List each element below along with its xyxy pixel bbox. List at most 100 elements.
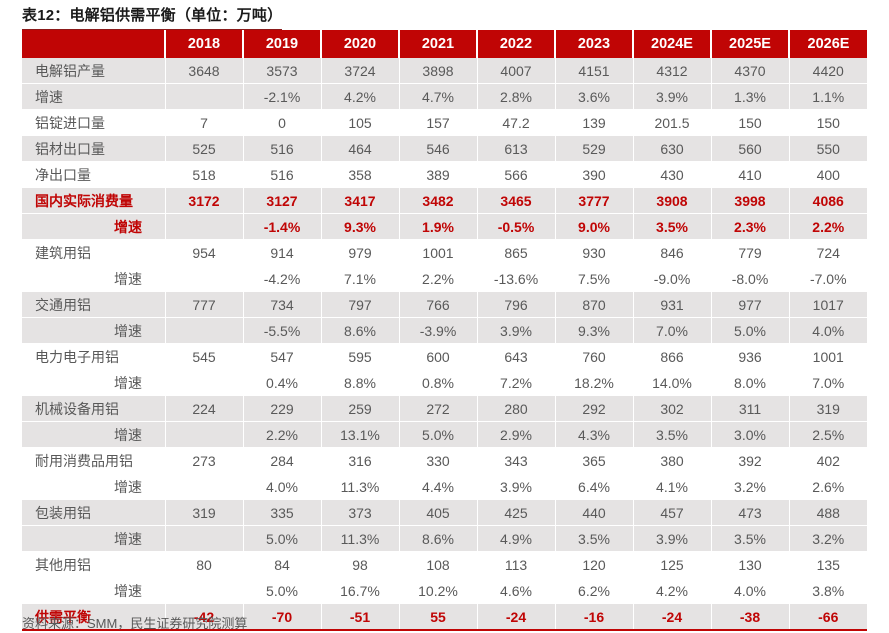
value-cell bbox=[165, 83, 244, 110]
row-label: 增速 bbox=[22, 369, 166, 396]
value-cell: 5.0% bbox=[243, 577, 322, 604]
value-cell: 280 bbox=[477, 395, 556, 422]
value-cell: 84 bbox=[243, 551, 322, 578]
value-cell: -16 bbox=[555, 603, 634, 631]
table-row: 铝锭进口量 7 0 105 157 47.2 139 201.5 150 150 bbox=[22, 109, 867, 136]
value-cell: 319 bbox=[789, 395, 867, 422]
value-cell: 3908 bbox=[633, 187, 712, 214]
value-cell: -8.0% bbox=[711, 265, 790, 292]
value-cell: 846 bbox=[633, 239, 712, 266]
value-cell: 6.4% bbox=[555, 473, 634, 500]
value-cell: 108 bbox=[399, 551, 478, 578]
value-cell: 954 bbox=[165, 239, 244, 266]
value-cell: 734 bbox=[243, 291, 322, 318]
value-cell: 130 bbox=[711, 551, 790, 578]
row-label: 机械设备用铝 bbox=[22, 395, 166, 422]
value-cell: 3.2% bbox=[789, 525, 867, 552]
table-row: 机械设备用铝 224 229 259 272 280 292 302 311 319 bbox=[22, 395, 867, 422]
value-cell: 392 bbox=[711, 447, 790, 474]
table-title: 表12：电解铝供需平衡（单位：万吨） bbox=[22, 4, 283, 31]
value-cell: 201.5 bbox=[633, 109, 712, 136]
table-row-highlight: 国内实际消费量 3172 3127 3417 3482 3465 3777 3908 3998 4… bbox=[22, 187, 867, 214]
value-cell: 797 bbox=[321, 291, 400, 318]
value-cell: 7.5% bbox=[555, 265, 634, 292]
value-cell: 0.8% bbox=[399, 369, 478, 396]
value-cell: 7.2% bbox=[477, 369, 556, 396]
value-cell: -5.5% bbox=[243, 317, 322, 344]
value-cell: -70 bbox=[243, 603, 322, 631]
row-label: 铝锭进口量 bbox=[22, 109, 166, 136]
value-cell: 380 bbox=[633, 447, 712, 474]
value-cell bbox=[165, 473, 244, 500]
value-cell: 760 bbox=[555, 343, 634, 370]
value-cell: 3.9% bbox=[633, 83, 712, 110]
year-column-header: 2018 bbox=[165, 30, 244, 58]
value-cell: 55 bbox=[399, 603, 478, 631]
value-cell: -7.0% bbox=[789, 265, 867, 292]
value-cell bbox=[165, 265, 244, 292]
value-cell: 979 bbox=[321, 239, 400, 266]
table-row: 增速 4.0% 11.3% 4.4% 3.9% 6.4% 4.1% 3.2% 2.6% bbox=[22, 473, 867, 500]
value-cell: 405 bbox=[399, 499, 478, 526]
value-cell: 7 bbox=[165, 109, 244, 136]
value-cell: 3.9% bbox=[633, 525, 712, 552]
value-cell: 6.2% bbox=[555, 577, 634, 604]
value-cell: 1001 bbox=[399, 239, 478, 266]
value-cell: 335 bbox=[243, 499, 322, 526]
row-label: 铝材出口量 bbox=[22, 135, 166, 162]
value-cell: 3.6% bbox=[555, 83, 634, 110]
table-body: 电解铝产量 3648 3573 3724 3898 4007 4151 4312 4370 442… bbox=[22, 58, 867, 631]
value-cell: 1001 bbox=[789, 343, 867, 370]
value-cell: 330 bbox=[399, 447, 478, 474]
value-cell: 7.0% bbox=[789, 369, 867, 396]
value-cell: 2.6% bbox=[789, 473, 867, 500]
value-cell: 4.0% bbox=[711, 577, 790, 604]
value-cell: 566 bbox=[477, 161, 556, 188]
value-cell: 4.4% bbox=[399, 473, 478, 500]
year-column-header: 2022 bbox=[477, 30, 556, 58]
value-cell: 1.9% bbox=[399, 213, 478, 240]
value-cell: 389 bbox=[399, 161, 478, 188]
value-cell: 139 bbox=[555, 109, 634, 136]
value-cell: 3417 bbox=[321, 187, 400, 214]
value-cell: 10.2% bbox=[399, 577, 478, 604]
value-cell: 3573 bbox=[243, 58, 322, 84]
value-cell: -42 bbox=[165, 603, 244, 631]
row-label: 供需平衡 bbox=[22, 603, 166, 631]
value-cell bbox=[165, 525, 244, 552]
value-cell: 4.9% bbox=[477, 525, 556, 552]
value-cell: 8.8% bbox=[321, 369, 400, 396]
value-cell: 473 bbox=[711, 499, 790, 526]
value-cell: 457 bbox=[633, 499, 712, 526]
value-cell: 157 bbox=[399, 109, 478, 136]
value-cell: 3648 bbox=[165, 58, 244, 84]
year-column-header: 2021 bbox=[399, 30, 478, 58]
table-row: 电力电子用铝 545 547 595 600 643 760 866 936 1001 bbox=[22, 343, 867, 370]
value-cell: 373 bbox=[321, 499, 400, 526]
value-cell: 150 bbox=[789, 109, 867, 136]
row-label: 增速 bbox=[22, 265, 166, 292]
value-cell: 777 bbox=[165, 291, 244, 318]
value-cell bbox=[165, 369, 244, 396]
value-cell: 430 bbox=[633, 161, 712, 188]
value-cell: 516 bbox=[243, 135, 322, 162]
value-cell: 2.2% bbox=[399, 265, 478, 292]
value-cell: 8.0% bbox=[711, 369, 790, 396]
value-cell: 3.8% bbox=[789, 577, 867, 604]
value-cell: 135 bbox=[789, 551, 867, 578]
value-cell: 5.0% bbox=[711, 317, 790, 344]
value-cell: 3.5% bbox=[633, 421, 712, 448]
value-cell: 4.1% bbox=[633, 473, 712, 500]
value-cell bbox=[165, 577, 244, 604]
corner-cell bbox=[22, 30, 166, 58]
source-note: 资料来源：SMM，民生证券研究院测算 bbox=[22, 616, 248, 631]
value-cell: 4370 bbox=[711, 58, 790, 84]
value-cell: 4.2% bbox=[321, 83, 400, 110]
value-cell: 14.0% bbox=[633, 369, 712, 396]
value-cell: 1.1% bbox=[789, 83, 867, 110]
row-label: 净出口量 bbox=[22, 161, 166, 188]
value-cell: 98 bbox=[321, 551, 400, 578]
value-cell: 7.0% bbox=[633, 317, 712, 344]
value-cell: 550 bbox=[789, 135, 867, 162]
